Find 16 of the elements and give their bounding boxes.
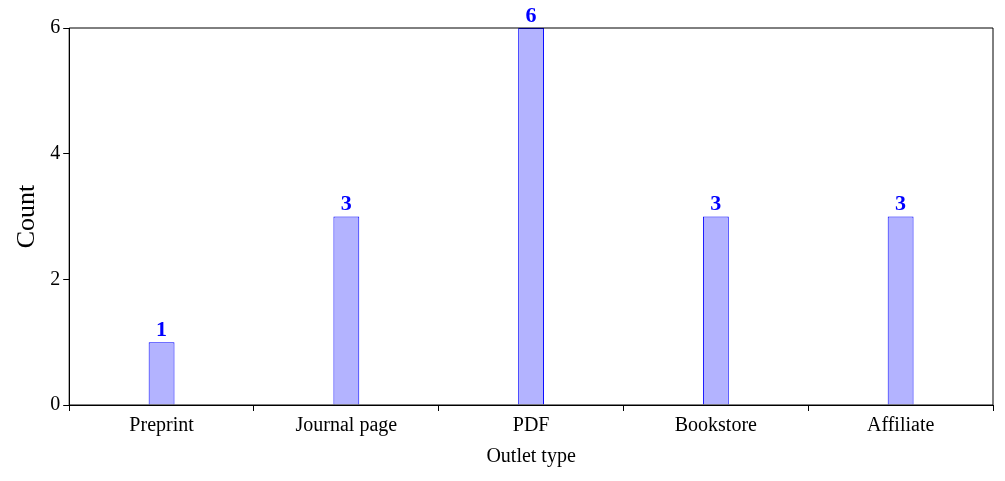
y-tick-label: 0 (50, 392, 61, 415)
y-tick-label: 4 (50, 140, 61, 163)
x-tick-label: Journal page (295, 413, 398, 437)
data-label: 6 (525, 1, 537, 27)
y-tick-label: 6 (50, 15, 61, 38)
x-axis-title: Outlet type (486, 444, 576, 468)
x-tick-label: Affiliate (866, 413, 935, 436)
data-label: 1 (156, 315, 168, 341)
y-axis-title: Count (11, 183, 41, 249)
x-tick-label: Bookstore (674, 413, 758, 436)
y-tick-label: 2 (50, 266, 61, 289)
data-label: 3 (710, 190, 722, 216)
x-tick-label: PDF (512, 413, 550, 436)
x-tick-label: Preprint (129, 413, 195, 437)
data-label: 3 (895, 190, 907, 216)
data-label: 3 (340, 190, 352, 216)
